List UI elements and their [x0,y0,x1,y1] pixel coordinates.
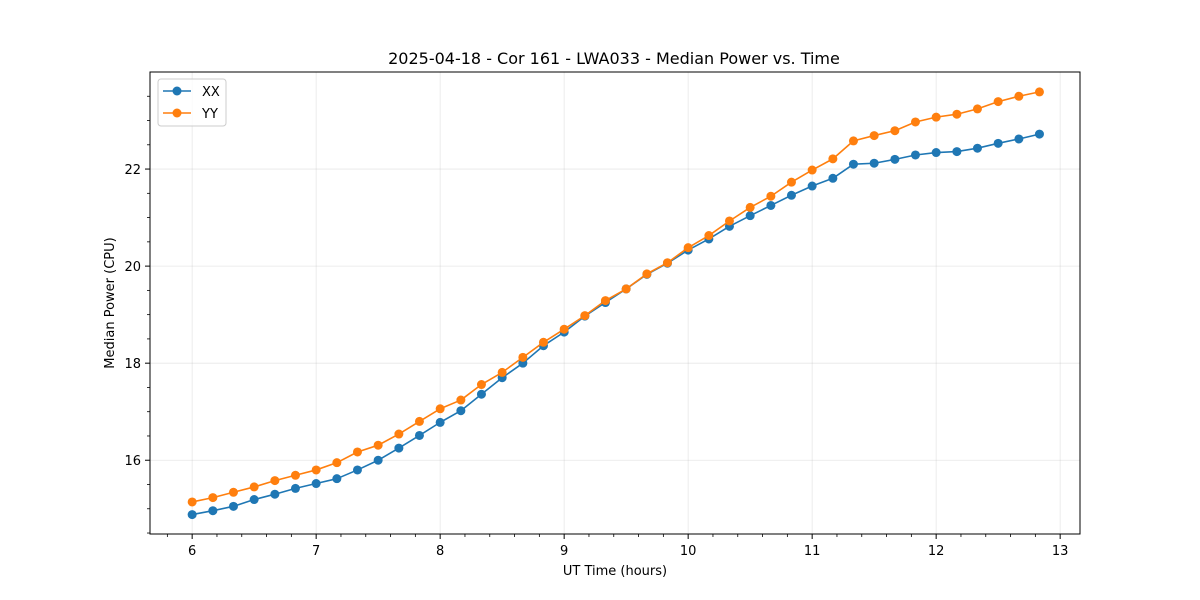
legend-label-xx: XX [202,85,220,100]
data-point-xx [931,148,941,158]
data-point-yy [1014,91,1024,101]
data-point-xx [373,455,383,465]
data-point-yy [580,311,590,321]
data-point-xx [786,190,796,200]
y-tick-label: 20 [124,260,141,275]
data-point-xx [476,389,486,399]
data-point-yy [931,112,941,122]
data-point-yy [848,136,858,146]
data-point-xx [332,474,342,484]
grid [150,72,1080,534]
data-point-yy [187,497,197,507]
data-point-yy [290,470,300,480]
x-axis-label: UT Time (hours) [563,564,667,579]
x-tick-label: 13 [1052,544,1069,559]
y-tick-label: 18 [124,357,141,372]
y-tick-label: 16 [124,454,141,469]
data-point-xx [745,211,755,221]
data-point-yy [435,404,445,414]
data-point-yy [766,191,776,201]
data-point-xx [270,489,280,499]
legend: XX YY [157,78,227,127]
data-point-yy [208,493,218,503]
data-point-yy [600,296,610,306]
data-point-yy [352,447,362,457]
x-tick-label: 12 [928,544,945,559]
x-tick-label: 6 [188,544,196,559]
data-point-yy [414,416,424,426]
data-point-xx [228,501,238,511]
data-point-yy [683,243,693,253]
data-point-yy [621,284,631,294]
series-yy [187,87,1044,507]
data-point-yy [373,440,383,450]
data-point-yy [869,131,879,141]
data-point-xx [414,430,424,440]
data-point-yy [786,177,796,187]
data-point-yy [890,126,900,136]
data-point-yy [559,324,569,334]
data-point-yy [972,104,982,114]
data-point-yy [476,380,486,390]
data-point-yy [332,458,342,468]
data-point-yy [228,487,238,497]
data-point-yy [745,202,755,212]
data-point-yy [538,337,548,347]
data-point-xx [187,510,197,520]
data-point-yy [704,231,714,241]
legend-marker-yy [172,108,182,118]
data-point-yy [724,216,734,226]
data-point-yy [952,109,962,119]
data-point-xx [290,483,300,493]
data-point-xx [249,495,259,505]
data-point-yy [993,97,1003,107]
data-point-xx [1034,129,1044,139]
data-point-xx [807,181,817,191]
series-line-xx [192,133,1040,516]
data-point-xx [869,158,879,168]
data-point-yy [518,352,528,362]
data-point-xx [848,159,858,169]
data-point-yy [456,395,466,405]
legend-marker-xx [172,86,182,96]
x-tick-label: 8 [436,544,444,559]
plot-area [149,71,1081,535]
data-point-xx [394,443,404,453]
data-point-yy [807,165,817,175]
data-point-xx [208,506,218,516]
data-point-xx [993,138,1003,148]
data-point-yy [662,258,672,268]
data-point-yy [1034,87,1044,97]
data-point-xx [456,406,466,416]
data-point-yy [394,429,404,439]
x-tick-label: 7 [312,544,320,559]
data-point-yy [270,476,280,486]
series-layer [187,87,1044,520]
chart-title: 2025-04-18 - Cor 161 - LWA033 - Median P… [388,49,840,68]
data-point-xx [352,465,362,475]
data-point-yy [497,367,507,377]
data-point-yy [828,154,838,164]
y-axis-label: Median Power (CPU) [103,237,118,368]
x-tick-label: 11 [804,544,821,559]
data-point-yy [249,482,259,492]
axes: 6 7 8 9 10 11 12 13 16 18 20 22 [124,95,1069,559]
x-tick-label: 10 [680,544,697,559]
legend-label-yy: YY [201,107,218,122]
y-tick-label: 22 [124,163,141,178]
data-point-xx [311,479,321,489]
data-point-xx [828,173,838,183]
data-point-xx [890,154,900,164]
data-point-xx [435,417,445,427]
data-point-xx [910,150,920,160]
data-point-xx [1014,134,1024,144]
data-point-xx [766,200,776,210]
data-point-xx [952,147,962,157]
data-point-yy [311,465,321,475]
data-point-yy [910,117,920,127]
data-point-yy [642,269,652,279]
data-point-xx [972,143,982,153]
x-tick-label: 9 [560,544,568,559]
